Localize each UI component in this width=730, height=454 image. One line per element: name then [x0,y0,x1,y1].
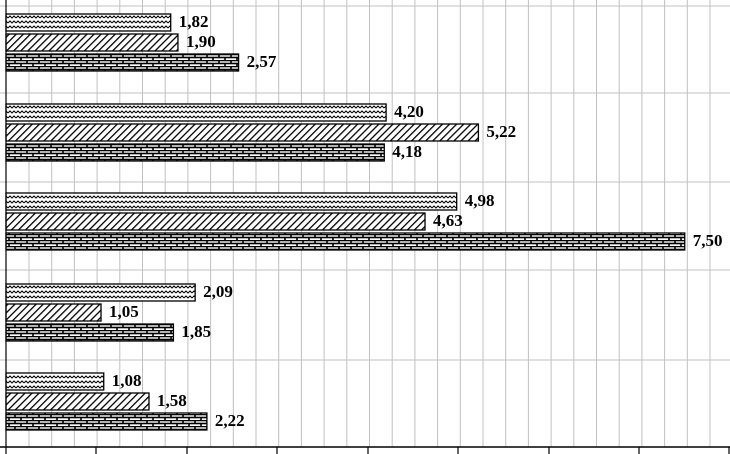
data-label: 1,08 [112,371,142,390]
data-label: 1,05 [109,302,139,321]
bars [5,13,686,431]
data-label: 1,90 [186,32,216,51]
data-label: 5,22 [486,122,516,141]
bar [5,412,208,431]
bar [5,303,102,322]
data-labels: 1,821,90 2,57 4,20 5,22 4,18 4,984,63 7,50 2,09… [109,12,722,430]
data-label: 1,58 [157,391,187,410]
bar [5,192,458,211]
bar [5,103,387,122]
data-label: 4,18 [392,142,422,161]
bar [5,53,240,72]
bar [5,212,426,231]
data-label: 4,63 [433,211,463,230]
data-label: 2,22 [215,411,245,430]
data-label: 4,20 [394,102,424,121]
data-label: 2,09 [203,282,233,301]
bar [5,392,150,411]
bar [5,33,179,52]
data-label: 7,50 [693,231,723,250]
data-label: 2,57 [247,52,277,71]
data-label: 4,98 [465,191,495,210]
bar [5,13,172,32]
bar [5,283,196,302]
bar [5,123,480,142]
bar [5,323,175,342]
bar [5,372,105,391]
data-label: 1,85 [181,322,211,341]
data-label: 1,82 [179,12,209,31]
bar [5,143,385,162]
bar [5,232,686,251]
